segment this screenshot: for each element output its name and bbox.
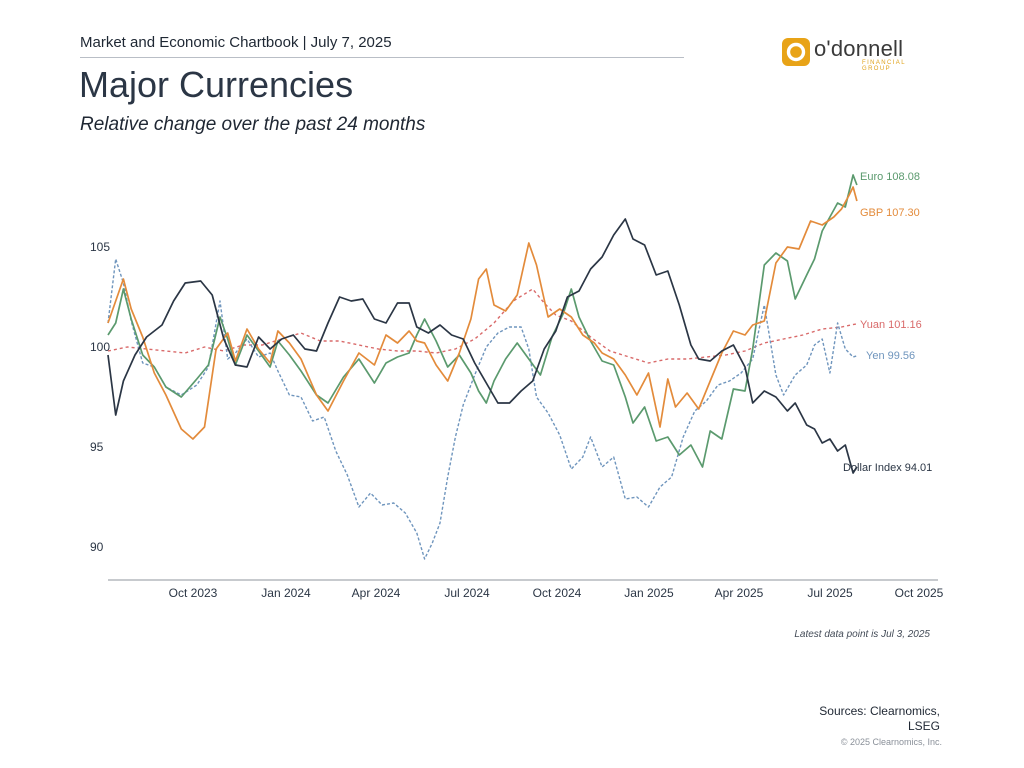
latest-data-footnote: Latest data point is Jul 3, 2025 [794, 629, 930, 640]
x-tick-label: Oct 2025 [895, 586, 944, 600]
x-tick-label: Jul 2025 [807, 586, 853, 600]
x-tick-label: Jan 2024 [261, 586, 311, 600]
logo-mark-icon [782, 38, 810, 66]
x-tick-label: Apr 2025 [715, 586, 764, 600]
y-tick-label: 100 [90, 340, 110, 354]
copyright-note: © 2025 Clearnomics, Inc. [840, 737, 942, 747]
odonnell-logo: o'donnell FINANCIAL GROUP [782, 36, 932, 72]
x-tick-label: Jan 2025 [624, 586, 674, 600]
x-tick-label: Oct 2024 [533, 586, 582, 600]
x-tick-label: Jul 2024 [444, 586, 490, 600]
page-title: Major Currencies [79, 64, 354, 105]
y-tick-label: 90 [90, 540, 104, 554]
logo-subtitle: FINANCIAL GROUP [862, 60, 906, 72]
y-tick-label: 95 [90, 440, 104, 454]
series-end-label: Yuan 101.16 [860, 319, 922, 331]
series-line-yuan [107, 288, 858, 364]
series-end-label: Euro 108.08 [860, 171, 920, 183]
logo-wordmark: o'donnell [814, 36, 904, 61]
x-tick-label: Apr 2024 [352, 586, 401, 600]
page-subtitle: Relative change over the past 24 months [80, 114, 426, 135]
series-end-label: Dollar Index 94.01 [843, 462, 932, 474]
x-tick-label: Oct 2023 [169, 586, 218, 600]
header-divider [80, 57, 684, 58]
y-tick-label: 105 [90, 240, 110, 254]
series-line-dollar-index [107, 218, 858, 474]
series-line-yen [107, 258, 858, 560]
series-line-euro [107, 174, 858, 468]
sources-note: Sources: Clearnomics, LSEG [819, 704, 940, 733]
series-end-label: Yen 99.56 [866, 350, 915, 362]
chartbook-header: Market and Economic Chartbook | July 7, … [80, 34, 392, 51]
series-end-label: GBP 107.30 [860, 207, 920, 219]
series-line-gbp [107, 186, 858, 440]
